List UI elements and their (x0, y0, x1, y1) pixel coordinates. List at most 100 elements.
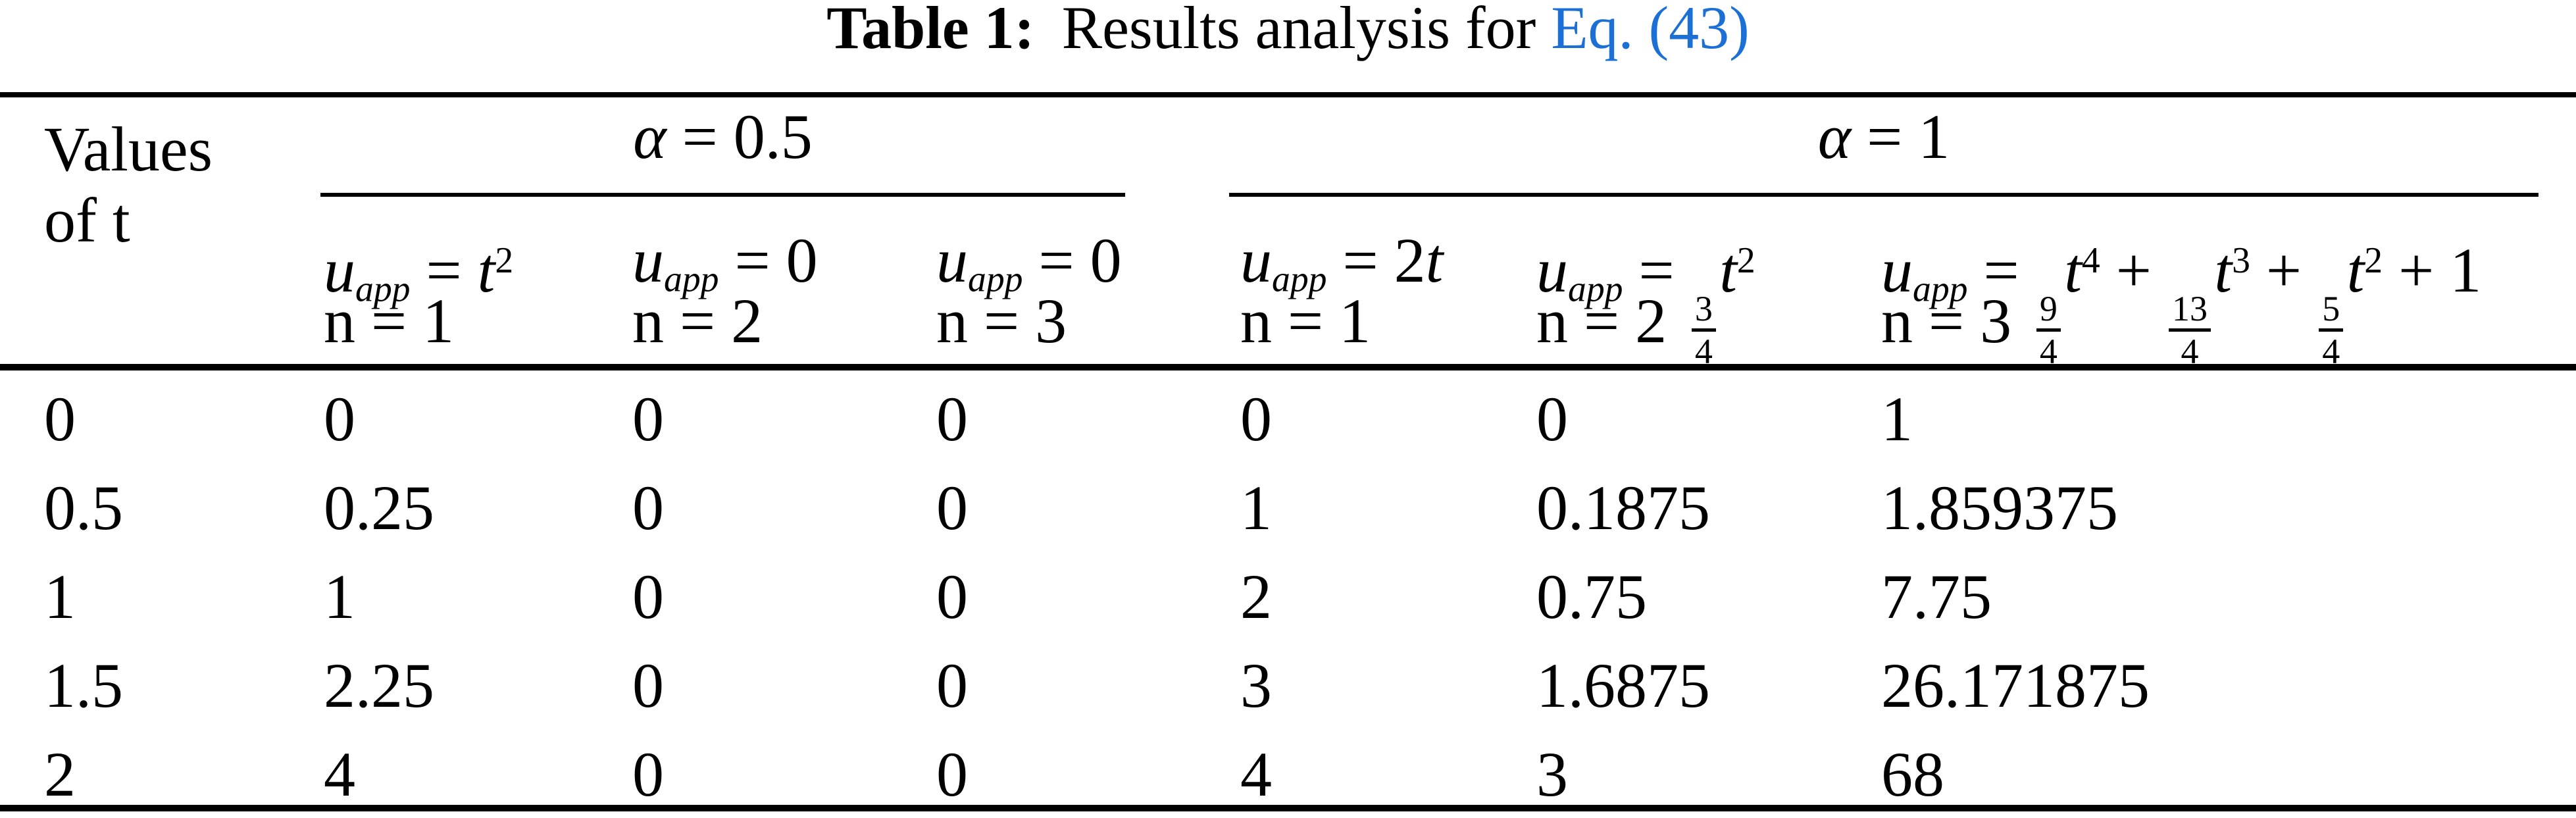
math-var: t (2214, 234, 2233, 305)
math-subscript: app (664, 259, 719, 300)
row-t-value: 1.5 (44, 650, 123, 721)
math-text: = 0 (719, 225, 818, 295)
math-subscript: app (1272, 259, 1327, 300)
table-cell: 1 (324, 561, 355, 632)
math-text: + 1 (2383, 234, 2482, 305)
table-cell: 0 (936, 561, 968, 632)
math-var: u (1240, 225, 1272, 295)
row-t-value: 1 (44, 561, 76, 632)
group-header-alpha-05: α = 0.5 (320, 105, 1125, 168)
table-cell: 1.859375 (1881, 473, 2118, 543)
stub-line1: Values (44, 114, 213, 184)
group-alpha-05-rule (320, 193, 1125, 197)
group-alpha-1-rule (1229, 193, 2538, 197)
math-var: t (1719, 234, 1737, 305)
column-n-label-4: n = 1 (1240, 286, 1371, 356)
math-superscript: 2 (2364, 240, 2383, 281)
math-subscript: app (968, 259, 1023, 300)
table-cell: 26.171875 (1881, 650, 2150, 721)
header-bottom-rule (0, 364, 2576, 371)
table-cell: 4 (324, 739, 355, 809)
column-formula-3: uapp = 0 (936, 229, 1122, 311)
column-formula-5: uapp = 3 4 t2 (1536, 229, 1755, 369)
stub-line2: of t (44, 185, 130, 255)
table-cell: 0 (632, 650, 664, 721)
math-var: u (632, 225, 664, 295)
column-formula-2: uapp = 0 (632, 229, 818, 311)
math-denominator: 4 (2322, 332, 2340, 372)
row-t-value: 0.5 (44, 473, 123, 543)
table-row: 0.5 0.25 0 0 1 0.1875 1.859375 (0, 463, 2576, 552)
table-row: 2 4 0 0 4 3 68 (0, 730, 2576, 818)
table-cell: 0 (1536, 384, 1568, 454)
caption-text: Results analysis for (1061, 0, 1552, 61)
table-cell: 3 (1240, 650, 1272, 721)
table-bottom-rule (0, 805, 2576, 811)
table-cell: 0 (632, 384, 664, 454)
table-cell: 0 (936, 384, 968, 454)
math-superscript: 4 (2081, 240, 2100, 281)
math-text: = (1967, 234, 2035, 305)
math-var: t (1425, 225, 1444, 295)
table-cell: 0.25 (324, 473, 434, 543)
table-row: 0 0 0 0 0 0 1 (0, 374, 2576, 463)
table-cell: 0 (936, 473, 968, 543)
column-n-label-6: n = 3 (1881, 286, 2012, 356)
table-top-rule (0, 92, 2576, 97)
math-superscript: 3 (2232, 240, 2250, 281)
table-cell: 7.75 (1881, 561, 1992, 632)
column-n-label-3: n = 3 (936, 286, 1067, 356)
math-text: = (1623, 234, 1690, 305)
alpha-symbol: α (633, 101, 667, 172)
math-numerator: 9 (2036, 291, 2061, 332)
table-row: 1 1 0 0 2 0.75 7.75 (0, 552, 2576, 641)
math-numerator: 5 (2319, 291, 2344, 332)
math-superscript: 2 (1736, 240, 1755, 281)
row-t-value: 2 (44, 739, 76, 809)
math-subscript: app (355, 268, 411, 310)
math-var: t (2064, 234, 2082, 305)
math-var: u (324, 234, 355, 305)
math-text: = (410, 234, 478, 305)
group-value: = 0.5 (666, 101, 813, 172)
column-formula-4: uapp = 2t (1240, 229, 1443, 311)
caption-eq-link[interactable]: Eq. (43) (1551, 0, 1750, 61)
stub-header: Values of t (44, 114, 213, 256)
table-cell: 0 (936, 739, 968, 809)
column-n-label-1: n = 1 (324, 286, 455, 356)
table-cell: 1.6875 (1536, 650, 1710, 721)
math-fraction: 13 4 (2169, 291, 2211, 369)
table-cell: 0 (324, 384, 355, 454)
table-cell: 1 (1240, 473, 1272, 543)
table-cell: 0 (1240, 384, 1272, 454)
group-value: = 1 (1851, 101, 1950, 172)
table-body: 0 0 0 0 0 0 1 0.5 0.25 0 0 1 0.1875 1.85… (0, 374, 2576, 818)
math-text: + (2250, 234, 2318, 305)
table-cell: 4 (1240, 739, 1272, 809)
group-header-alpha-1: α = 1 (1229, 105, 2538, 168)
table-cell: 0 (632, 473, 664, 543)
column-formula-6: uapp = 9 4 t4 + 13 4 t3 + 5 4 t2 + 1 (1881, 229, 2481, 369)
math-denominator: 4 (2181, 332, 2199, 372)
math-text: = 2 (1326, 225, 1426, 295)
table-cell: 3 (1536, 739, 1568, 809)
table-cell: 0 (936, 650, 968, 721)
table-cell: 0.75 (1536, 561, 1647, 632)
math-var: t (2346, 234, 2365, 305)
math-numerator: 13 (2169, 291, 2211, 332)
caption-label: Table 1: (826, 0, 1035, 61)
math-text: + (2100, 234, 2167, 305)
table-caption: Table 1: Results analysis for Eq. (43) (0, 0, 2576, 61)
table-cell: 68 (1881, 739, 1944, 809)
math-subscript: app (1568, 268, 1623, 310)
math-denominator: 4 (2039, 332, 2058, 372)
math-superscript: 2 (495, 240, 514, 281)
math-var: t (477, 234, 495, 305)
table-cell: 1 (1881, 384, 1913, 454)
column-n-label-5: n = 2 (1536, 286, 1667, 356)
table-row: 1.5 2.25 0 0 3 1.6875 26.171875 (0, 641, 2576, 730)
math-var: u (1536, 234, 1568, 305)
